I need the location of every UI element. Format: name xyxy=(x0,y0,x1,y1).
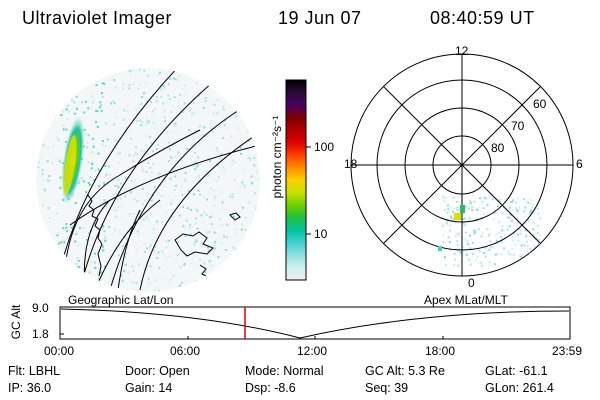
geographic-caption: Geographic Lat/Lon xyxy=(68,293,174,307)
time-tick-1200: 12:00 xyxy=(297,344,328,358)
time-tick-0000: 00:00 xyxy=(44,344,75,358)
altitude-y-title: GC Alt xyxy=(9,304,23,340)
info-glon: GLon: 261.4 xyxy=(485,381,554,395)
info-flt: Flt: LBHL xyxy=(8,364,61,378)
time-label: 08:40:59 UT xyxy=(430,8,535,28)
colorbar-unit-label: photon cm⁻²s⁻¹ xyxy=(270,115,284,199)
mlat-label-80: 80 xyxy=(491,141,505,155)
info-mode: Mode: Normal xyxy=(245,364,324,378)
info-gain: Gain: 14 xyxy=(125,381,173,395)
altitude-tick-9: 9.0 xyxy=(32,301,49,315)
app-title: Ultraviolet Imager xyxy=(22,8,173,28)
date-label: 19 Jun 07 xyxy=(278,8,362,28)
info-glat: GLat: -61.1 xyxy=(485,364,548,378)
colorbar-tick-100: 100 xyxy=(314,140,335,154)
mlt-label-6: 6 xyxy=(576,157,583,171)
time-tick-1800: 18:00 xyxy=(425,344,456,358)
colorbar-tick-10: 10 xyxy=(314,227,328,241)
coastline xyxy=(87,194,241,278)
info-door: Door: Open xyxy=(125,364,190,378)
altitude-plot xyxy=(59,306,571,340)
geographic-image xyxy=(36,68,260,292)
info-gc-alt: GC Alt: 5.3 Re xyxy=(365,364,445,378)
time-tick-2359: 23:59 xyxy=(552,344,583,358)
emission-speckle xyxy=(37,68,260,292)
apex-caption: Apex MLat/MLT xyxy=(424,293,508,307)
mlt-label-12: 12 xyxy=(455,44,469,58)
mlt-label-0: 0 xyxy=(468,276,475,290)
info-ip: IP: 36.0 xyxy=(8,381,52,395)
info-dsp: Dsp: -8.6 xyxy=(245,381,296,395)
time-tick-0600: 06:00 xyxy=(170,344,201,358)
mlat-label-60: 60 xyxy=(533,97,547,111)
polar-plot xyxy=(350,53,574,277)
mlt-label-18: 18 xyxy=(344,157,358,171)
altitude-tick-1-8: 1.8 xyxy=(32,327,49,341)
info-seq: Seq: 39 xyxy=(365,381,409,395)
colorbar xyxy=(285,79,311,281)
mlat-label-70: 70 xyxy=(511,119,525,133)
